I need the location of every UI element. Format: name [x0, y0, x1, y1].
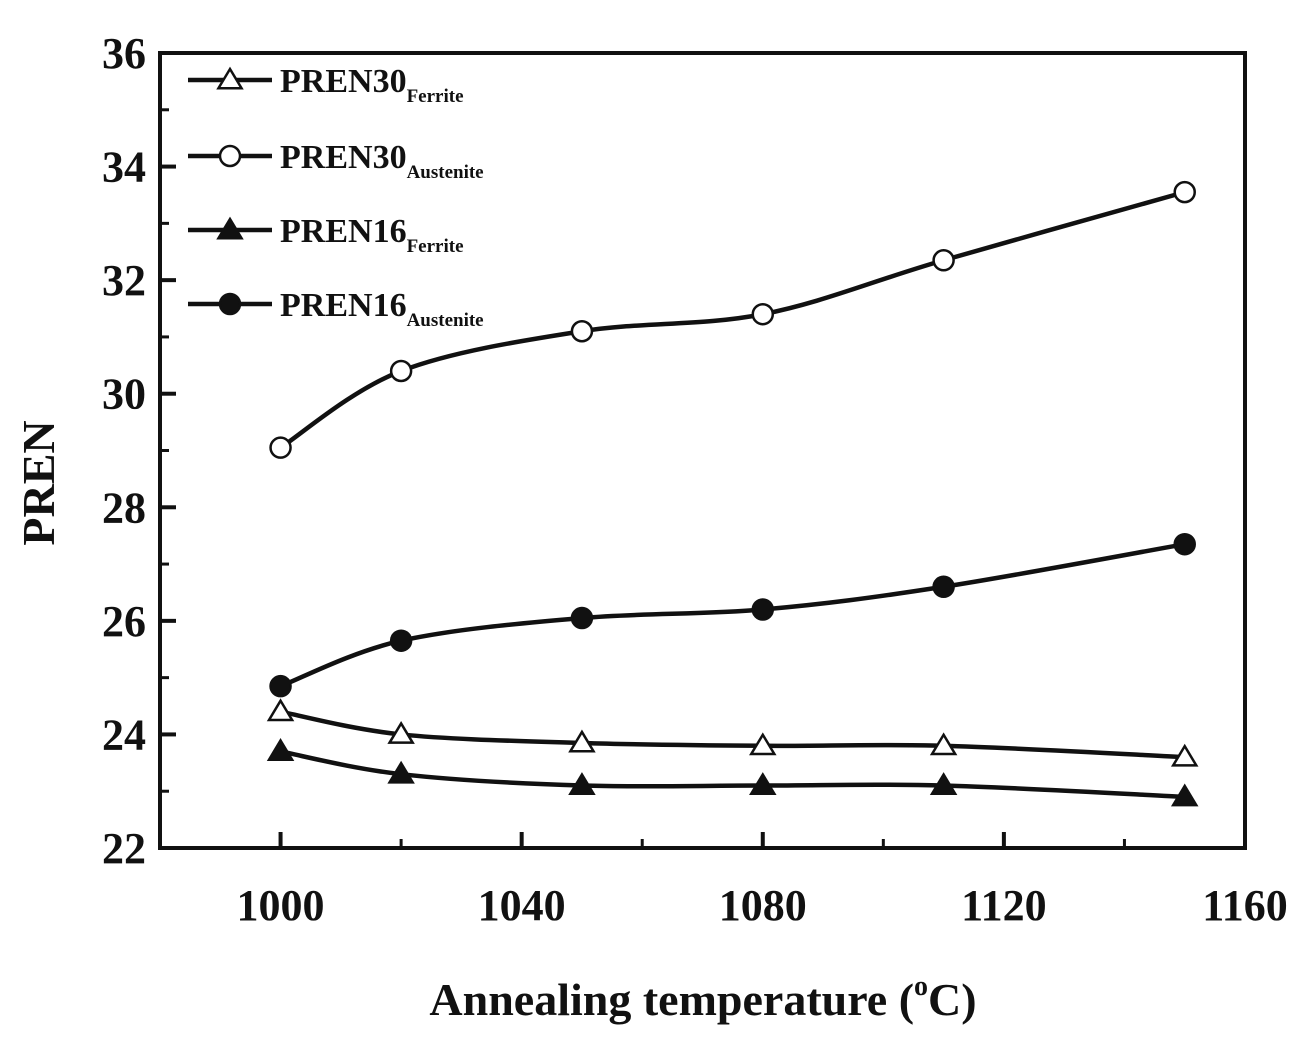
y-tick-label: 32	[102, 256, 146, 305]
axis-ticks: 1000 1040 1080 1120 1160 22 24 26 28 30 32 34 36	[102, 29, 1288, 930]
y-tick-label: 34	[102, 143, 146, 192]
y-axis-title: PREN	[13, 420, 64, 545]
data-point	[570, 320, 594, 343]
legend-label: PREN16Ferrite	[280, 213, 464, 257]
legend-subscript: Ferrite	[407, 236, 464, 257]
data-point	[389, 359, 413, 383]
legend-entry-1: PREN30Ferrite	[188, 63, 464, 107]
series-layer	[266, 180, 1199, 807]
data-point	[932, 249, 955, 272]
x-tick-label: 1120	[961, 881, 1047, 930]
legend-number: 30	[373, 63, 407, 100]
legend-marker	[218, 144, 242, 168]
y-tick-label: 24	[102, 710, 146, 759]
data-point	[932, 575, 955, 599]
data-point	[266, 738, 295, 761]
x-tick-label: 1160	[1202, 881, 1288, 930]
data-point	[1170, 783, 1199, 807]
data-point	[269, 674, 292, 698]
data-point	[751, 302, 775, 326]
legend-number: 16	[373, 213, 407, 250]
legend-name: PREN	[280, 139, 373, 176]
data-point	[1173, 180, 1196, 204]
legend-subscript: Ferrite	[407, 86, 464, 107]
data-point	[269, 436, 292, 459]
legend-label: PREN16Austenite	[280, 287, 484, 331]
legend-entry-4: PREN16Austenite	[188, 287, 484, 331]
series-line	[279, 541, 1186, 689]
data-point	[929, 772, 958, 796]
data-point	[568, 772, 596, 796]
data-point	[387, 720, 415, 744]
y-tick-label: 26	[102, 597, 146, 646]
legend-marker	[216, 216, 244, 240]
x-tick-label: 1040	[478, 881, 566, 930]
x-tick-label: 1080	[719, 881, 807, 930]
data-point	[749, 732, 777, 756]
data-point	[749, 772, 777, 796]
legend-label: PREN30Austenite	[280, 139, 484, 183]
legend-name: PREN	[280, 287, 373, 324]
legend-entry-3: PREN16Ferrite	[188, 213, 464, 257]
legend-number: 16	[373, 287, 407, 324]
legend-subscript: Austenite	[407, 310, 484, 331]
x-tick-label: 1000	[237, 881, 325, 930]
data-point	[266, 698, 295, 722]
data-point	[570, 606, 594, 630]
legend-number: 30	[373, 139, 407, 176]
legend-name: PREN	[280, 213, 373, 250]
legend-marker	[218, 292, 242, 316]
y-tick-label: 22	[102, 824, 146, 873]
legend-name: PREN	[280, 63, 373, 100]
legend-label: PREN30Ferrite	[280, 63, 464, 107]
data-point	[751, 598, 775, 621]
data-point	[1173, 532, 1196, 556]
data-point	[389, 629, 413, 652]
series-3	[266, 738, 1199, 807]
x-axis-title: Annealing temperature (oC)	[429, 971, 976, 1025]
series-1	[266, 698, 1199, 767]
data-point	[1170, 743, 1199, 767]
data-point	[568, 729, 596, 753]
series-line	[280, 749, 1185, 800]
legend: PREN30FerritePREN30AustenitePREN16Ferrit…	[188, 63, 484, 331]
y-tick-label: 36	[102, 29, 146, 78]
data-point	[929, 732, 958, 756]
legend-entry-2: PREN30Austenite	[188, 139, 484, 183]
legend-marker	[216, 66, 244, 90]
legend-subscript: Austenite	[407, 162, 484, 183]
series-2	[269, 180, 1196, 459]
y-tick-label: 30	[102, 370, 146, 419]
series-4	[269, 532, 1196, 698]
y-tick-label: 28	[102, 483, 146, 532]
series-line	[280, 709, 1185, 760]
data-point	[387, 760, 415, 784]
